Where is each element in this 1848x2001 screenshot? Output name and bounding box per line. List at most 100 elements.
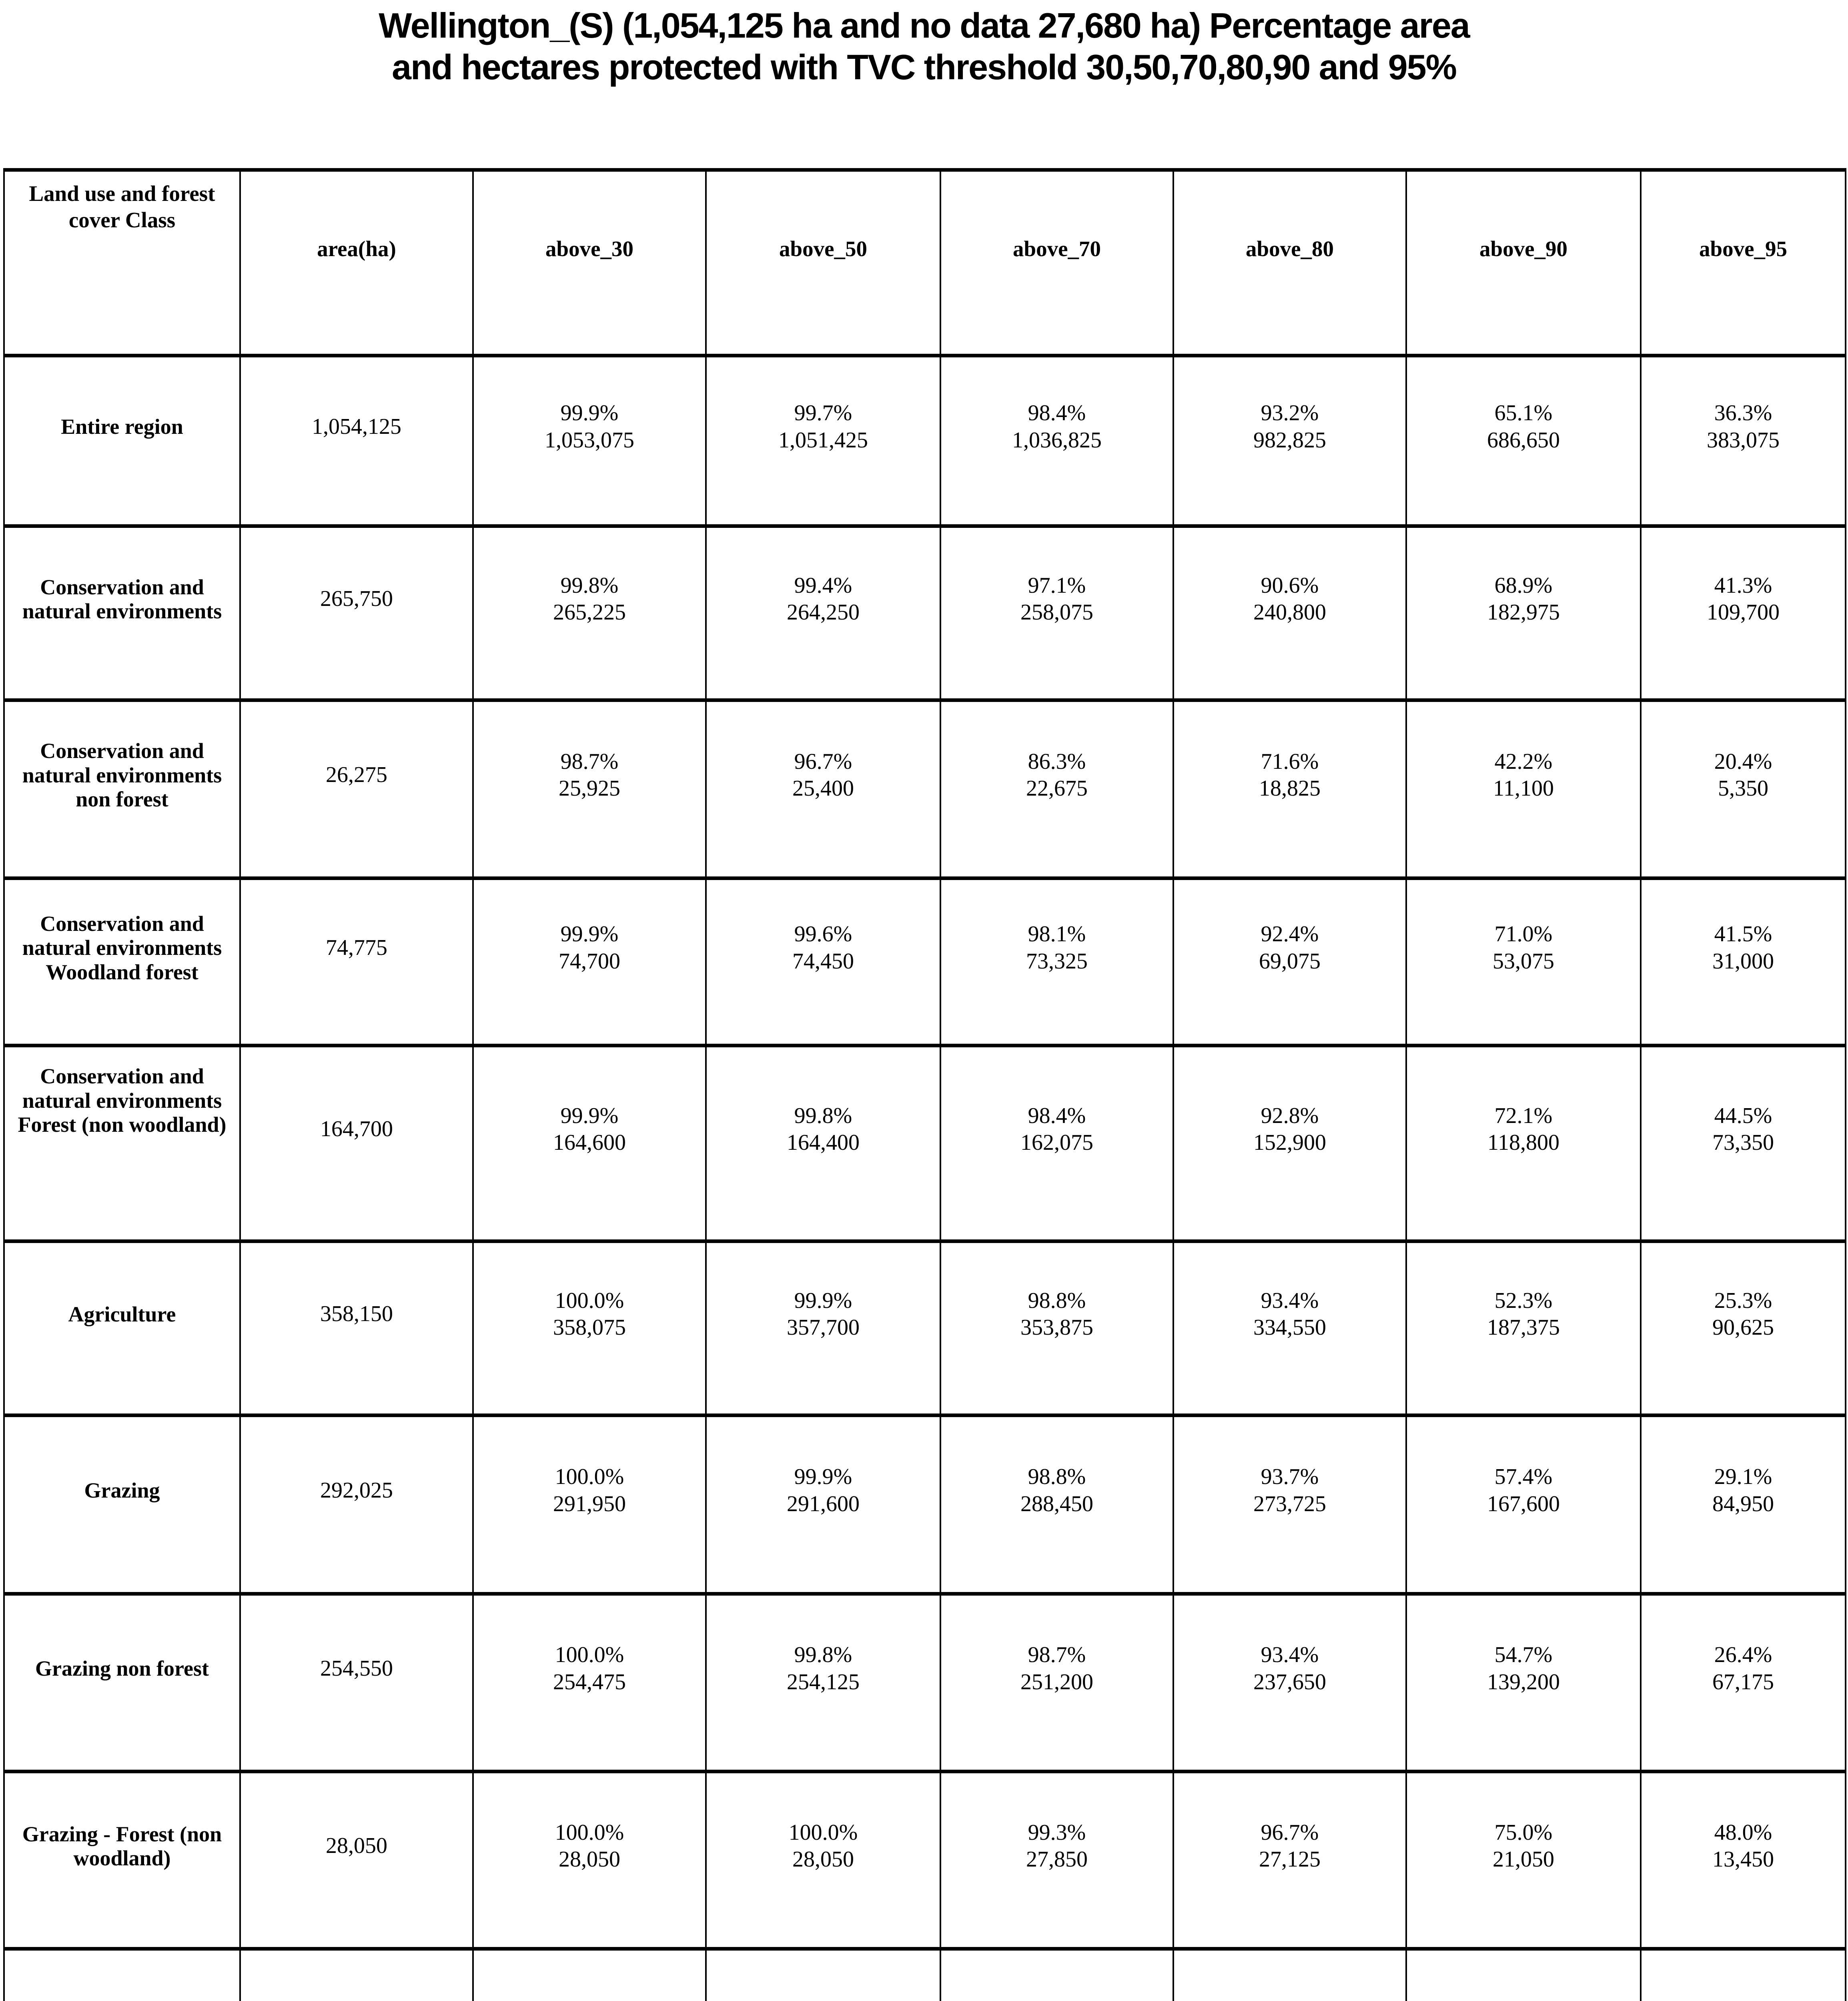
value-cell: 7.1%4,300 bbox=[1640, 1947, 1846, 2001]
value-cell: 98.1% 73,325 bbox=[940, 876, 1174, 1047]
row-label: Agriculture bbox=[3, 1239, 241, 1417]
value-cell: 26.4% 67,175 bbox=[1640, 1592, 1846, 1773]
value-cell: 99.7% 1,051,425 bbox=[705, 354, 941, 528]
value-cell: 93.4% 334,550 bbox=[1173, 1239, 1407, 1417]
area-cell: 254,550 bbox=[239, 1592, 474, 1773]
area-cell: 74,775 bbox=[239, 876, 474, 1047]
col-header-above-30: above_30 bbox=[472, 168, 707, 357]
row-label: Conservation and natural environments Wo… bbox=[3, 876, 241, 1047]
value-cell: 99.6% 74,450 bbox=[705, 876, 941, 1047]
value-cell: 44.5% 73,350 bbox=[1640, 1044, 1846, 1243]
value-cell: 71.0% 53,075 bbox=[1405, 876, 1642, 1047]
row-label: Irrigation bbox=[3, 1947, 241, 2001]
value-cell: 54.7% 139,200 bbox=[1405, 1592, 1642, 1773]
value-cell: 98.7% 251,200 bbox=[940, 1592, 1174, 1773]
value-cell: 48.0% 13,450 bbox=[1640, 1770, 1846, 1951]
value-cell: 42.2% 11,100 bbox=[1405, 698, 1642, 880]
value-cell: 99.1%60,400 bbox=[940, 1947, 1174, 2001]
row-label: Conservation and natural environments no… bbox=[3, 698, 241, 880]
col-header-above-95: above_95 bbox=[1640, 168, 1846, 357]
value-cell: 98.8% 353,875 bbox=[940, 1239, 1174, 1417]
value-cell: 99.3% 27,850 bbox=[940, 1770, 1174, 1951]
col-header-land-use-class: Land use and forest cover Class bbox=[3, 168, 241, 357]
value-cell: 75.0% 21,050 bbox=[1405, 1770, 1642, 1951]
table-row: Conservation and natural environments Wo… bbox=[3, 876, 1846, 1047]
col-header-area-ha: area(ha) bbox=[239, 168, 474, 357]
value-cell: 65.1% 686,650 bbox=[1405, 354, 1642, 528]
value-cell: 99.9% 164,600 bbox=[472, 1044, 707, 1243]
value-cell: 72.1% 118,800 bbox=[1405, 1044, 1642, 1243]
value-cell: 57.4% 167,600 bbox=[1405, 1414, 1642, 1596]
value-cell: 100.0% 291,950 bbox=[472, 1414, 707, 1596]
value-cell: 100.0% 28,050 bbox=[705, 1770, 941, 1951]
value-cell: 100.0% 358,075 bbox=[472, 1239, 707, 1417]
table-row: Grazing 292,025 100.0% 291,950 99.9% 291,6… bbox=[3, 1414, 1846, 1596]
value-cell: 20.4% 5,350 bbox=[1640, 698, 1846, 880]
col-header-above-50: above_50 bbox=[705, 168, 941, 357]
value-cell: 93.7% 273,725 bbox=[1173, 1414, 1407, 1596]
value-cell: 96.7% 25,400 bbox=[705, 698, 941, 880]
value-cell: 93.2% 982,825 bbox=[1173, 354, 1407, 528]
area-cell: 265,750 bbox=[239, 524, 474, 702]
row-label: Grazing bbox=[3, 1414, 241, 1596]
value-cell: 41.3% 109,700 bbox=[1640, 524, 1846, 702]
value-cell: 93.4% 237,650 bbox=[1173, 1592, 1407, 1773]
value-cell: 41.5% 31,000 bbox=[1640, 876, 1846, 1047]
value-cell: 99.4% 264,250 bbox=[705, 524, 941, 702]
area-cell: 28,050 bbox=[239, 1770, 474, 1951]
value-cell: 86.3% 22,675 bbox=[940, 698, 1174, 880]
row-label: Conservation and natural environments Fo… bbox=[3, 1044, 241, 1243]
col-header-above-80: above_80 bbox=[1173, 168, 1407, 357]
area-cell: 26,275 bbox=[239, 698, 474, 880]
value-cell: 100.0%60,925 bbox=[705, 1947, 941, 2001]
value-cell: 99.8% 164,400 bbox=[705, 1044, 941, 1243]
value-cell: 99.9% 291,600 bbox=[705, 1414, 941, 1596]
row-label: Entire region bbox=[3, 354, 241, 528]
value-cell: 96.7% 27,125 bbox=[1173, 1770, 1407, 1951]
value-cell: 99.8% 265,225 bbox=[472, 524, 707, 702]
tvc-protection-table: Land use and forest cover Class area(ha)… bbox=[3, 168, 1846, 2001]
value-cell: 68.9% 182,975 bbox=[1405, 524, 1642, 702]
value-cell: 92.8% 152,900 bbox=[1173, 1044, 1407, 1243]
value-cell: 99.9% 1,053,075 bbox=[472, 354, 707, 528]
value-cell: 100.0% 28,050 bbox=[472, 1770, 707, 1951]
value-cell: 29.1% 84,950 bbox=[1640, 1414, 1846, 1596]
value-cell: 99.9% 74,700 bbox=[472, 876, 707, 1047]
row-label: Conservation and natural environments bbox=[3, 524, 241, 702]
area-cell: 60,950 bbox=[239, 1947, 474, 2001]
table-row: Conservation and natural environments no… bbox=[3, 698, 1846, 880]
value-cell: 92.4% 69,075 bbox=[1173, 876, 1407, 1047]
value-cell: 98.4% 1,036,825 bbox=[940, 354, 1174, 528]
value-cell: 99.9% 357,700 bbox=[705, 1239, 941, 1417]
value-cell: 99.8% 254,125 bbox=[705, 1592, 941, 1773]
page-title-line1: Wellington_(S) (1,054,125 ha and no data… bbox=[379, 6, 1470, 45]
table-row: Irrigation 60,950 100.0%60,950 100.0%60,… bbox=[3, 1947, 1846, 2001]
value-cell: 98.8% 288,450 bbox=[940, 1414, 1174, 1596]
area-cell: 358,150 bbox=[239, 1239, 474, 1417]
value-cell: 71.6% 18,825 bbox=[1173, 698, 1407, 880]
row-label: Grazing - Forest (non woodland) bbox=[3, 1770, 241, 1951]
page-title: Wellington_(S) (1,054,125 ha and no data… bbox=[0, 5, 1848, 88]
header-row: Land use and forest cover Class area(ha)… bbox=[3, 168, 1846, 357]
col-header-above-70: above_70 bbox=[940, 168, 1174, 357]
value-cell: 98.4% 162,075 bbox=[940, 1044, 1174, 1243]
col-header-above-90: above_90 bbox=[1405, 168, 1642, 357]
table-row: Grazing non forest 254,550 100.0% 254,475… bbox=[3, 1592, 1846, 1773]
value-cell: 25.3% 90,625 bbox=[1640, 1239, 1846, 1417]
page-title-line2: and hectares protected with TVC threshol… bbox=[392, 47, 1457, 87]
row-label: Grazing non forest bbox=[3, 1592, 241, 1773]
value-cell: 97.1% 258,075 bbox=[940, 524, 1174, 702]
table-row: Conservation and natural environments Fo… bbox=[3, 1044, 1846, 1243]
value-cell: 36.3% 383,075 bbox=[1640, 354, 1846, 528]
table-row: Grazing - Forest (non woodland) 28,050 1… bbox=[3, 1770, 1846, 1951]
value-cell: 90.6% 240,800 bbox=[1173, 524, 1407, 702]
value-cell: 52.3% 187,375 bbox=[1405, 1239, 1642, 1417]
area-cell: 164,700 bbox=[239, 1044, 474, 1243]
value-cell: 92.0%56,075 bbox=[1173, 1947, 1407, 2001]
table-row: Conservation and natural environments 26… bbox=[3, 524, 1846, 702]
value-cell: 100.0% 254,475 bbox=[472, 1592, 707, 1773]
value-cell: 98.7% 25,925 bbox=[472, 698, 707, 880]
value-cell: 28.0%17,050 bbox=[1405, 1947, 1642, 2001]
area-cell: 292,025 bbox=[239, 1414, 474, 1596]
value-cell: 100.0%60,950 bbox=[472, 1947, 707, 2001]
